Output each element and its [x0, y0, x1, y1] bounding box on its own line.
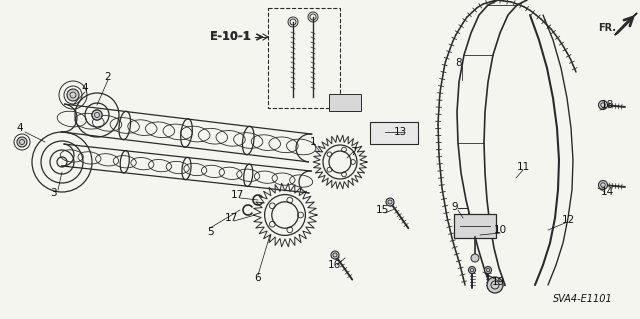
Text: 7: 7 [349, 147, 356, 157]
Text: 6: 6 [255, 273, 261, 283]
Text: E-10-1: E-10-1 [210, 31, 252, 43]
Circle shape [92, 110, 102, 120]
Text: 1: 1 [310, 137, 316, 147]
Text: 9: 9 [452, 202, 458, 212]
Text: FR.: FR. [598, 23, 616, 33]
Text: 17: 17 [225, 213, 237, 223]
Circle shape [471, 254, 479, 262]
Text: SVA4-E1101: SVA4-E1101 [553, 294, 612, 304]
Text: 4: 4 [82, 83, 88, 93]
Circle shape [487, 277, 503, 293]
Circle shape [386, 198, 394, 206]
Text: 17: 17 [230, 190, 244, 200]
Text: 3: 3 [50, 188, 56, 198]
Text: 2: 2 [105, 72, 111, 82]
Circle shape [468, 266, 476, 273]
Circle shape [598, 100, 607, 109]
Circle shape [67, 89, 79, 101]
Text: 15: 15 [376, 205, 388, 215]
Text: 13: 13 [394, 127, 406, 137]
Text: 12: 12 [561, 215, 575, 225]
Text: 4: 4 [17, 123, 23, 133]
Circle shape [331, 251, 339, 259]
Text: 10: 10 [493, 225, 507, 235]
Text: 18: 18 [600, 100, 614, 110]
Text: 5: 5 [207, 227, 213, 237]
Text: 16: 16 [328, 260, 340, 270]
Polygon shape [615, 13, 637, 35]
FancyBboxPatch shape [329, 94, 361, 111]
Text: 14: 14 [600, 187, 614, 197]
FancyBboxPatch shape [370, 122, 418, 144]
FancyBboxPatch shape [454, 214, 496, 238]
Circle shape [17, 137, 27, 147]
Text: E-10-1: E-10-1 [210, 32, 250, 42]
Circle shape [598, 181, 607, 189]
Text: 11: 11 [516, 162, 530, 172]
Text: 8: 8 [456, 58, 462, 68]
Circle shape [484, 266, 492, 273]
Text: 19: 19 [492, 277, 504, 287]
